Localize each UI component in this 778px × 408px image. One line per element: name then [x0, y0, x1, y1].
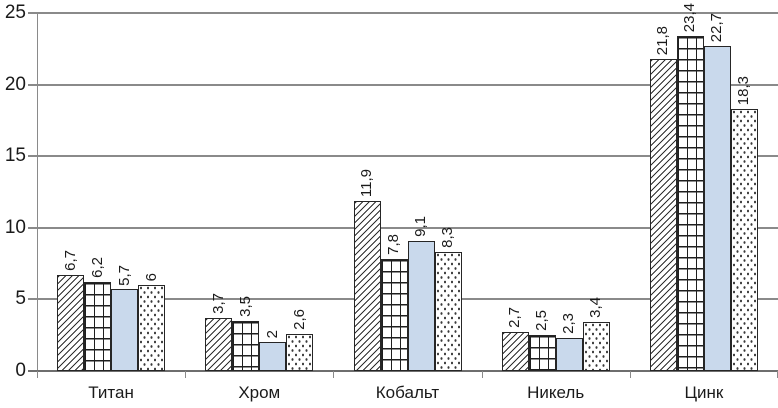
category-label: Кобальт	[375, 383, 440, 402]
bar	[259, 342, 287, 371]
bar-value-label: 6,2	[88, 257, 106, 279]
bar-value-label: 2,5	[533, 310, 551, 332]
bar	[676, 35, 704, 371]
bar	[407, 240, 435, 371]
bar	[138, 285, 166, 371]
gridline	[37, 155, 778, 158]
bar-value-label: 18,3	[735, 75, 753, 105]
gridline	[37, 12, 778, 14]
x-axis-tick	[185, 371, 187, 378]
y-axis-label: 5	[15, 288, 26, 310]
x-axis-tick	[37, 371, 38, 378]
x-axis-tick	[333, 371, 335, 378]
bar	[528, 335, 556, 371]
bar	[57, 275, 85, 371]
bar	[703, 45, 731, 371]
bar-value-label: 22,7	[708, 12, 726, 42]
x-axis-line	[28, 370, 778, 372]
bar-value-label: 8,3	[439, 227, 456, 249]
category-label: Цинк	[684, 383, 724, 402]
bar	[555, 338, 583, 371]
bar-value-label: 23,4	[681, 2, 699, 32]
y-axis-tick	[28, 83, 37, 86]
bar	[582, 322, 610, 371]
bar-value-label: 6,7	[61, 250, 79, 272]
bar-value-label: 2	[263, 330, 281, 339]
bar-value-label: 5,7	[115, 264, 133, 286]
bar	[232, 320, 260, 371]
bar	[434, 252, 462, 371]
x-axis-tick	[776, 371, 778, 378]
gridline	[37, 83, 778, 86]
bar	[111, 289, 139, 371]
y-axis-label: 10	[4, 216, 26, 238]
x-axis-tick	[481, 371, 483, 378]
bar	[286, 333, 314, 371]
bar-value-label: 11,9	[358, 168, 375, 197]
bar	[84, 282, 112, 371]
category-label: Никель	[527, 383, 585, 402]
y-axis-line	[37, 13, 38, 371]
bar	[205, 318, 233, 371]
bar-value-label: 2,7	[506, 307, 524, 329]
bar-value-label: 7,8	[385, 234, 402, 256]
y-axis-tick	[28, 226, 37, 229]
y-axis-label: 25	[4, 2, 26, 23]
bar	[649, 58, 677, 371]
bar-value-label: 9,1	[412, 215, 429, 237]
y-axis-label: 0	[15, 360, 26, 381]
bar	[730, 108, 758, 371]
y-axis-tick	[28, 298, 37, 301]
bar	[380, 259, 408, 371]
y-axis-tick	[28, 155, 37, 158]
bar-value-label: 3,4	[587, 297, 605, 319]
bar-value-label: 21,8	[654, 25, 672, 55]
bar-value-label: 3,5	[236, 296, 254, 317]
y-axis-tick	[28, 12, 37, 14]
category-label: Хром	[238, 383, 281, 402]
bar-value-label: 2,6	[290, 308, 308, 330]
x-axis-tick	[629, 371, 631, 378]
bar-value-label: 6	[142, 272, 160, 282]
bar	[501, 332, 529, 371]
bar-value-label: 3,7	[209, 293, 227, 315]
y-axis-label: 20	[4, 73, 26, 95]
category-label: Титан	[88, 383, 134, 402]
bar-value-label: 2,3	[560, 313, 578, 335]
gridline	[37, 226, 778, 229]
y-axis-label: 15	[4, 145, 26, 167]
bar	[353, 200, 381, 371]
